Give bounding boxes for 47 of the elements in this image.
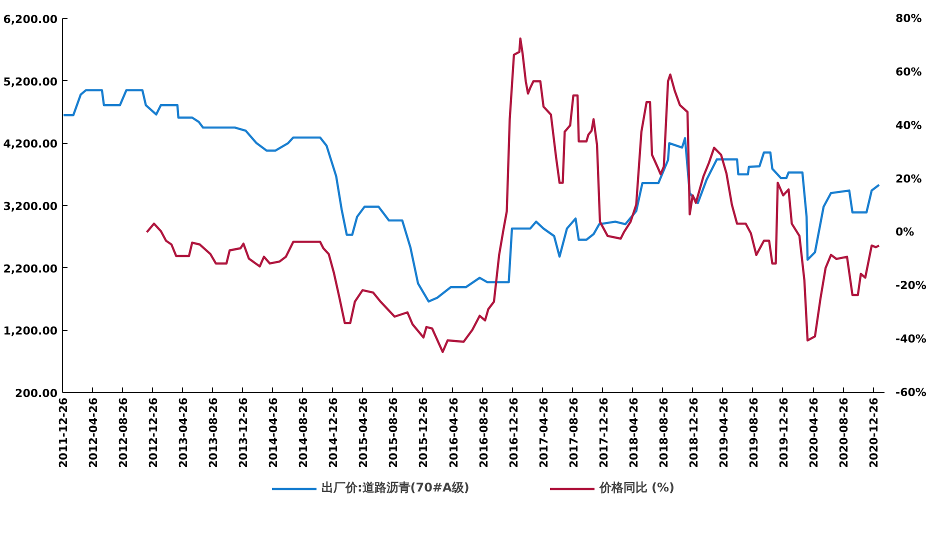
x-tick-label: 2013-12-26 (237, 397, 250, 468)
y-tick-label: 1,200.00 (3, 324, 58, 338)
x-tick-label: 2015-04-26 (357, 397, 370, 468)
x-tick-label: 2018-12-26 (687, 397, 700, 468)
line-series (62, 89, 880, 303)
x-tick-label: 2017-04-26 (537, 397, 550, 468)
x-tick-label: 2020-08-26 (838, 397, 851, 468)
x-tick-label: 2012-08-26 (117, 397, 130, 468)
y2-tick-label: 40% (896, 118, 922, 132)
y-tick-label: 4,200.00 (3, 138, 58, 151)
x-tick-label: 2016-04-26 (447, 397, 460, 468)
line-series (146, 37, 880, 353)
x-tick-label: 2015-12-26 (417, 397, 430, 468)
y-tick-label: 5,200.00 (3, 75, 58, 88)
legend-label: 价格同比 (%) (599, 480, 674, 496)
y-tick-label: 6,200.00 (3, 13, 58, 26)
y-tick-label: 2,200.00 (3, 262, 58, 276)
x-tick-label: 2016-08-26 (477, 397, 490, 468)
x-tick-label: 2019-04-26 (717, 397, 730, 468)
x-tick-label: 2012-04-26 (87, 397, 100, 468)
y2-tick-label: -60% (896, 386, 926, 399)
x-tick-label: 2012-12-26 (147, 397, 160, 468)
y2-tick-label: 0% (896, 226, 914, 239)
x-tick-label: 2011-12-26 (57, 397, 70, 468)
x-tick-label: 2020-12-26 (868, 397, 881, 468)
y2-tick-label: 80% (896, 12, 922, 25)
x-tick-label: 2014-12-26 (327, 397, 340, 468)
legend-label: 出厂价:道路沥青(70#A级) (322, 480, 470, 496)
y2-tick-label: 60% (896, 65, 922, 78)
x-tick-label: 2018-08-26 (657, 397, 670, 468)
x-tick-label: 2014-04-26 (267, 397, 280, 468)
x-tick-label: 2020-04-26 (808, 397, 820, 468)
x-tick-label: 2014-08-26 (297, 397, 310, 468)
x-tick-label: 2017-08-26 (567, 397, 580, 468)
y-tick-label: 3,200.00 (3, 200, 58, 213)
y-tick-label: 200.00 (15, 387, 58, 400)
y2-tick-label: -20% (896, 279, 926, 292)
y2-tick-label: 20% (896, 172, 922, 186)
x-tick-label: 2013-08-26 (207, 397, 220, 468)
x-tick-label: 2013-04-26 (177, 397, 190, 468)
x-tick-label: 2016-12-26 (507, 397, 520, 468)
x-tick-label: 2015-08-26 (387, 397, 400, 468)
x-tick-label: 2018-04-26 (627, 397, 640, 468)
y2-tick-label: -40% (896, 332, 926, 346)
x-tick-label: 2019-12-26 (777, 397, 790, 468)
x-tick-label: 2017-12-26 (597, 397, 610, 468)
x-tick-label: 2019-08-26 (747, 397, 760, 468)
